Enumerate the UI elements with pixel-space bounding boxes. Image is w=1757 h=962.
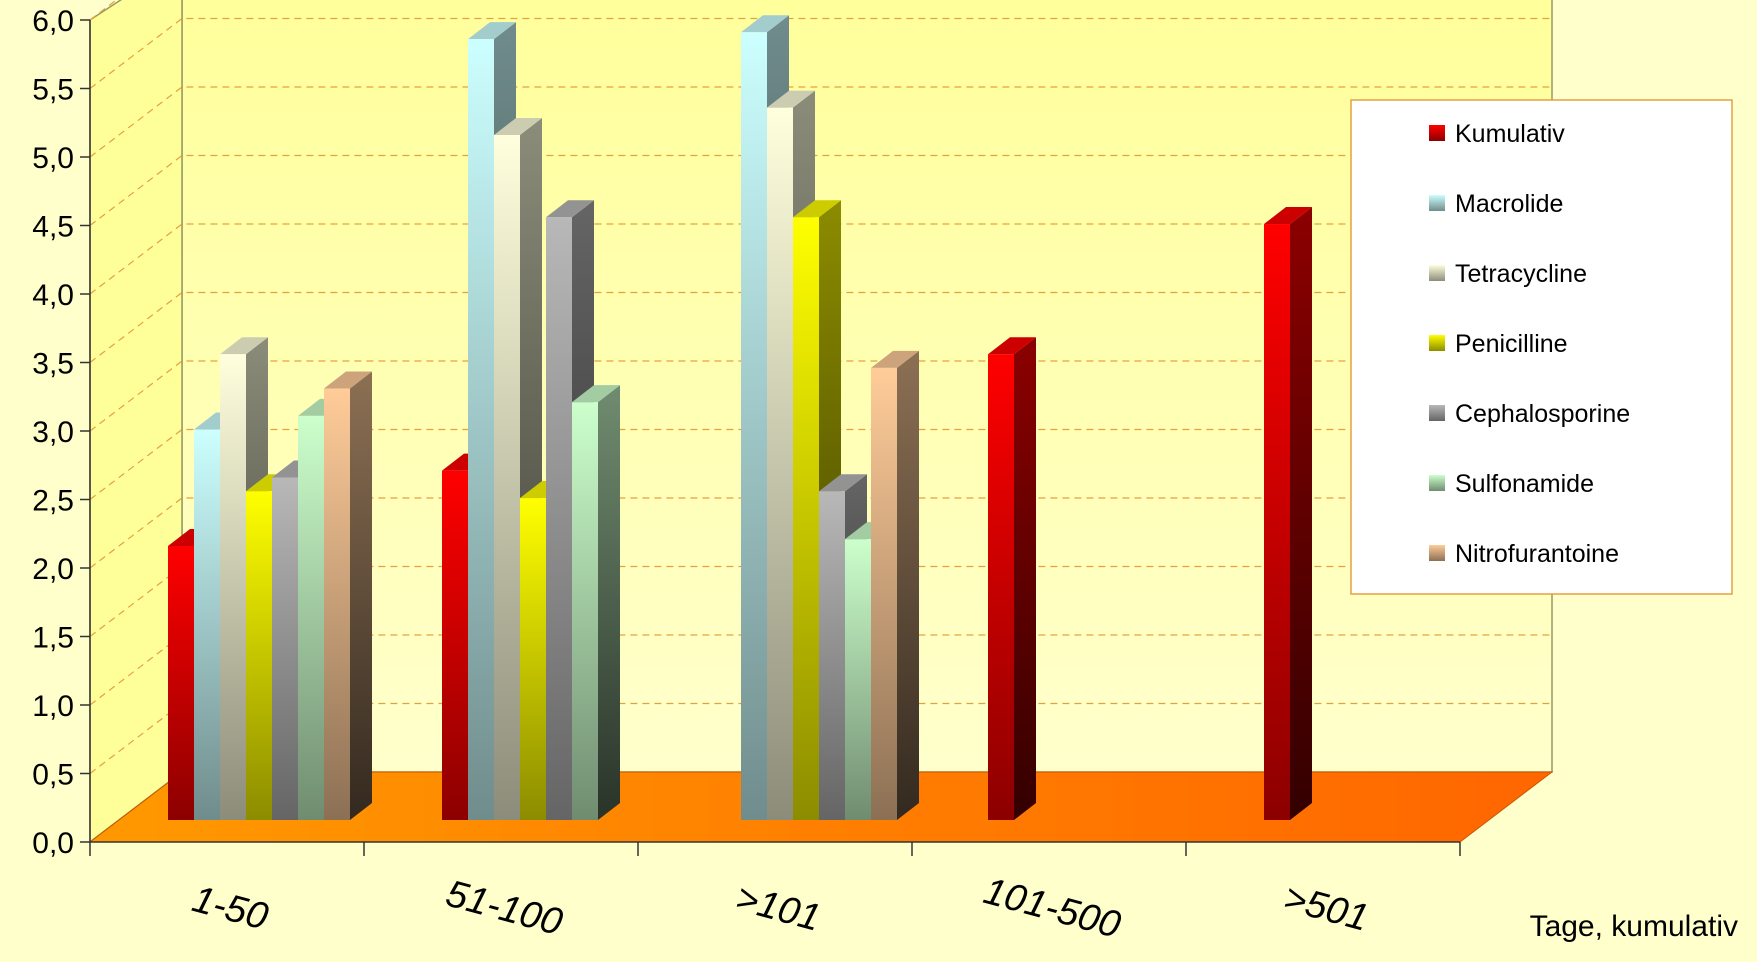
x-tick-label: >101 <box>731 877 825 940</box>
legend-swatch <box>1429 125 1445 141</box>
gridline <box>89 17 1552 89</box>
y-tick-label: 0,0 <box>32 827 74 860</box>
legend-swatch <box>1429 545 1445 561</box>
legend-label: Penicilline <box>1455 330 1568 358</box>
y-tick-label: 3,5 <box>32 348 74 381</box>
y-axis: 0,0 0,5 1,0 1,5 2,0 2,5 3,0 3,5 4,0 4,5 5,0 5,5 6,0 <box>32 5 91 860</box>
x-axis-title: Tage, kumulativ <box>1530 910 1738 943</box>
bar <box>988 337 1036 820</box>
gridlines <box>89 0 1552 774</box>
legend-swatch <box>1429 335 1445 351</box>
x-tick-label: >501 <box>1279 877 1373 940</box>
bar <box>572 385 620 820</box>
legend: Kumulativ Macrolide Tetracycline Penicillin… <box>1350 99 1733 595</box>
bar <box>1264 207 1312 821</box>
bar <box>324 371 372 820</box>
legend-label: Nitrofurantoine <box>1455 540 1619 568</box>
y-tick-label: 1,0 <box>32 690 74 723</box>
y-tick-label: 5,0 <box>32 142 74 175</box>
bar <box>871 350 919 820</box>
y-tick-label: 0,5 <box>32 759 74 792</box>
gridline <box>89 86 1552 158</box>
legend-label: Tetracycline <box>1455 260 1587 288</box>
y-tick-label: 1,5 <box>32 622 74 655</box>
y-tick-label: 4,0 <box>32 279 74 312</box>
legend-swatch <box>1429 195 1445 211</box>
legend-swatch <box>1429 475 1445 491</box>
legend-label: Macrolide <box>1455 190 1563 218</box>
y-tick-label: 2,5 <box>32 485 74 518</box>
x-tick-label: 101-500 <box>979 870 1125 947</box>
gridline <box>89 291 1552 363</box>
legend-label: Sulfonamide <box>1455 470 1594 498</box>
gridline <box>89 634 1552 706</box>
x-tick-label: 51-100 <box>442 873 567 944</box>
x-tick-label: 1-50 <box>188 878 272 938</box>
bars <box>168 15 1312 821</box>
gridline <box>89 702 1552 774</box>
legend-box <box>1350 99 1733 595</box>
gridline <box>89 223 1552 295</box>
gridline <box>89 154 1552 226</box>
x-axis: 1-50 51-100 >101 101-500 >501 <box>89 841 1461 947</box>
legend-label: Kumulativ <box>1455 120 1565 148</box>
y-tick-label: 4,5 <box>32 211 74 244</box>
y-tick-label: 6,0 <box>32 5 74 38</box>
legend-label: Cephalosporine <box>1455 400 1630 428</box>
y-tick-label: 5,5 <box>32 74 74 107</box>
legend-swatch <box>1429 405 1445 421</box>
gridline <box>89 360 1552 432</box>
y-tick-label: 3,0 <box>32 416 74 449</box>
gridline <box>89 565 1552 637</box>
gridline <box>89 428 1552 500</box>
gridline <box>89 497 1552 569</box>
legend-swatch <box>1429 265 1445 281</box>
y-tick-label: 2,0 <box>32 553 74 586</box>
